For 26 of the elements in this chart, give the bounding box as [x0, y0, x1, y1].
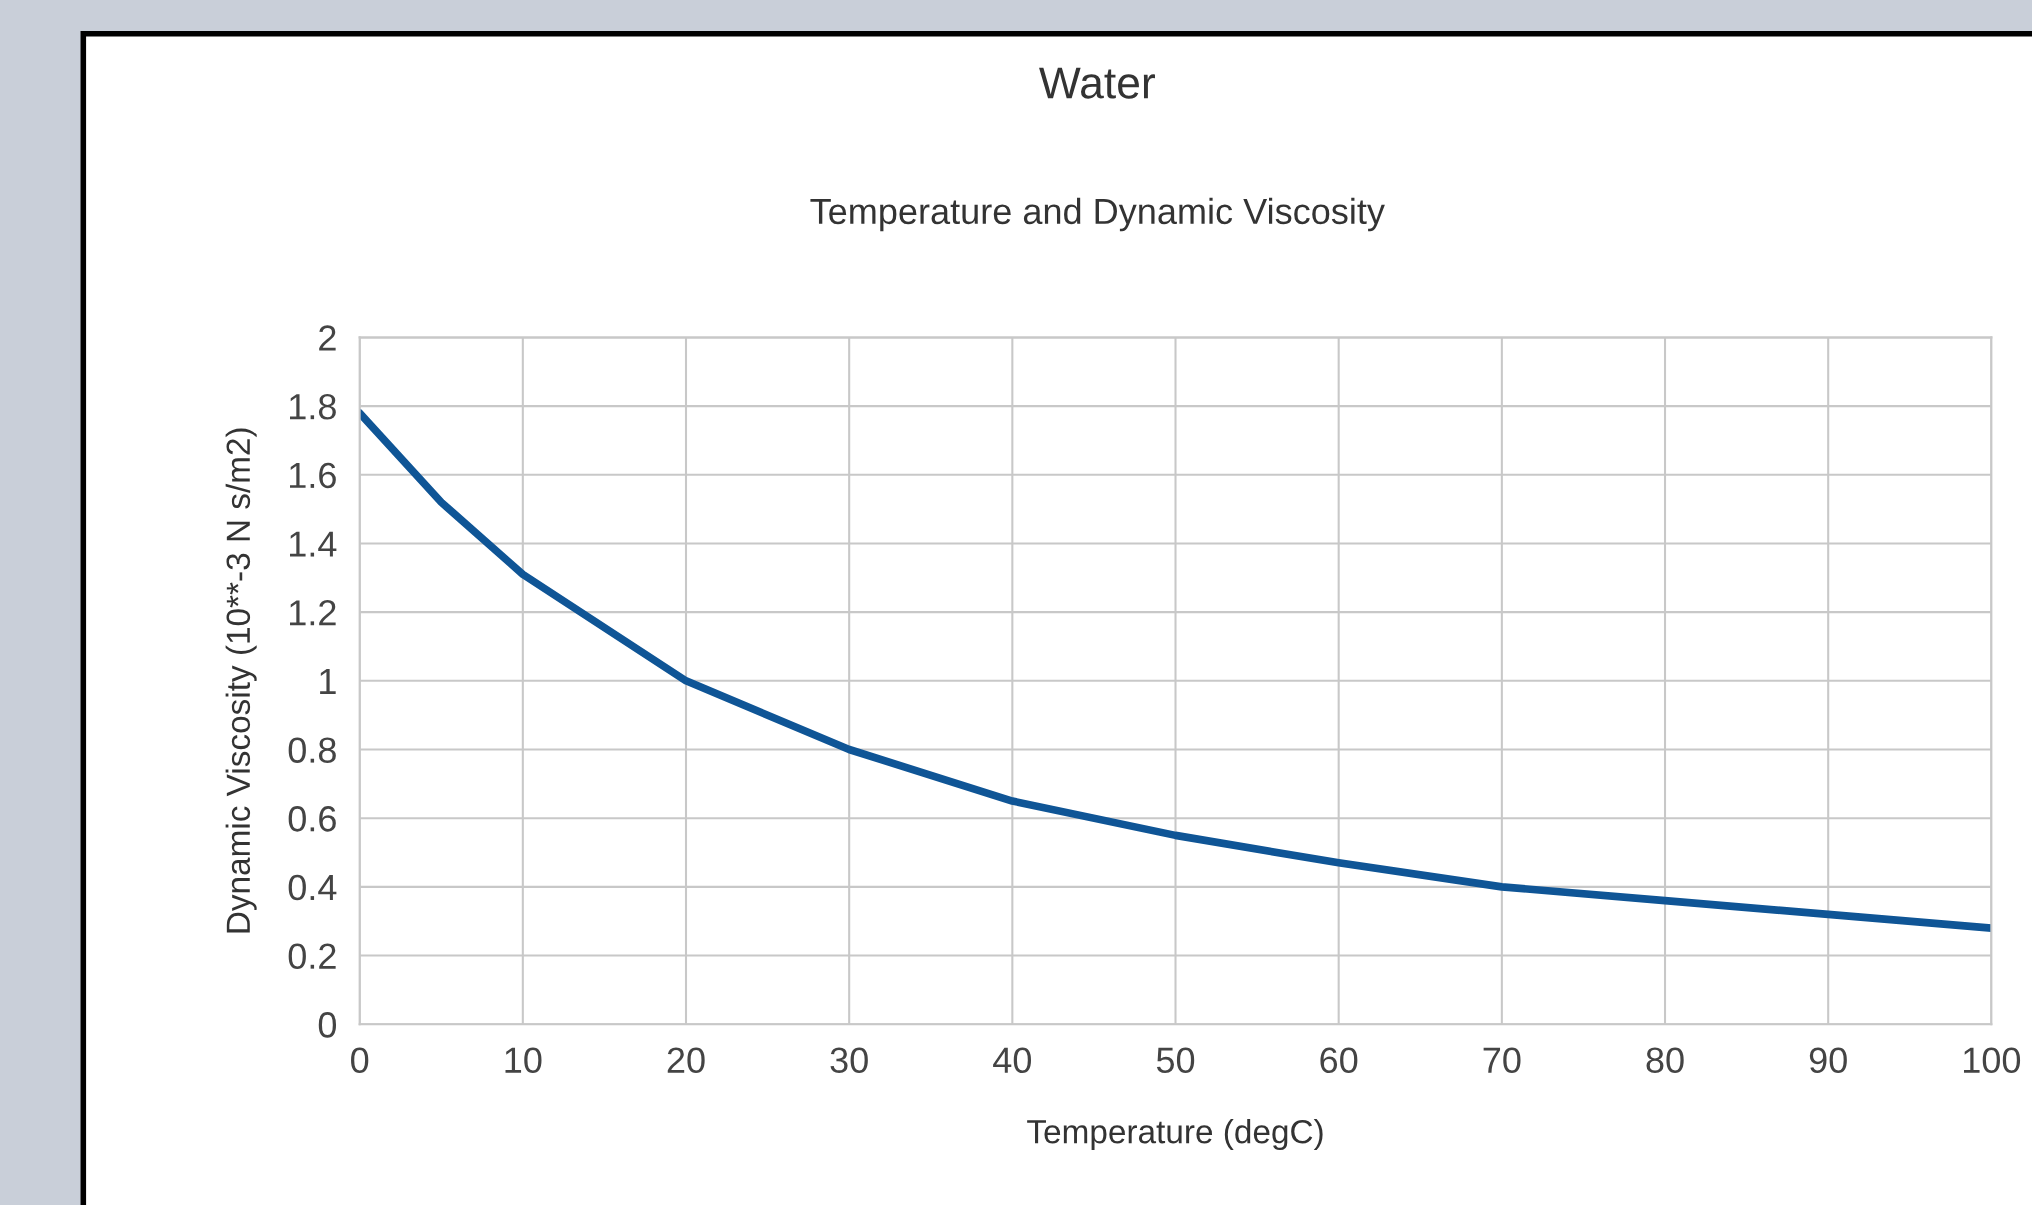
- x-tick-label: 30: [830, 1047, 868, 1073]
- y-axis-title: Dynamic Viscosity (10**-3 N s/m2): [225, 428, 257, 933]
- y-tick-label: 1.2: [290, 600, 336, 626]
- x-tick-label: 0: [351, 1047, 369, 1073]
- y-tick-label: 0.4: [288, 874, 337, 901]
- x-tick-label: 100: [1963, 1047, 2021, 1073]
- y-tick-label: 1.4: [290, 531, 337, 557]
- x-tick-label: 20: [667, 1047, 705, 1073]
- chart-title: Water: [1039, 67, 1155, 99]
- y-tick-label: 1.8: [290, 393, 336, 420]
- x-tick-label: 90: [1809, 1047, 1847, 1073]
- x-tick-label: 50: [1156, 1047, 1195, 1073]
- y-tick-label: 0.2: [288, 943, 336, 970]
- x-tick-label: 40: [993, 1047, 1032, 1073]
- y-tick-label: 2: [319, 325, 336, 351]
- y-tick-label: 1: [320, 669, 336, 694]
- y-tick-label: 1.6: [290, 462, 336, 489]
- x-tick-label: 70: [1483, 1047, 1521, 1073]
- chart-subtitle: Temperature and Dynamic Viscosity: [810, 197, 1385, 232]
- y-tick-label: 0.8: [288, 737, 336, 763]
- x-tick-label: 60: [1320, 1047, 1358, 1073]
- x-tick-label: 10: [505, 1047, 542, 1073]
- x-axis-title: Temperature (degC): [1027, 1119, 1323, 1151]
- y-tick-label: 0: [318, 1012, 337, 1038]
- x-tick-label: 80: [1646, 1047, 1684, 1073]
- y-tick-label: 0.6: [288, 806, 336, 832]
